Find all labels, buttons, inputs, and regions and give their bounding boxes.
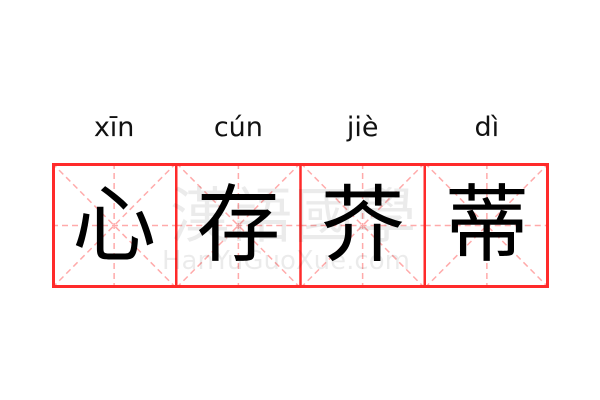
pinyin-row: xīn cún jiè dì xyxy=(52,108,549,148)
character: 心 xyxy=(72,176,157,274)
watermark-title: 漢語國學 xyxy=(170,182,418,252)
character-row: 心 存 芥 蒂 xyxy=(52,163,549,288)
pinyin: dì xyxy=(474,112,500,143)
watermark-site: HanYuGuoXue.com xyxy=(162,246,410,276)
grid-lines xyxy=(52,163,549,288)
character-grid xyxy=(52,163,549,288)
pinyin: jiè xyxy=(346,112,379,143)
pinyin: cún xyxy=(213,112,263,143)
character: 蒂 xyxy=(444,176,529,274)
character: 存 xyxy=(196,176,281,274)
character: 芥 xyxy=(320,176,405,274)
pinyin: xīn xyxy=(93,112,135,143)
